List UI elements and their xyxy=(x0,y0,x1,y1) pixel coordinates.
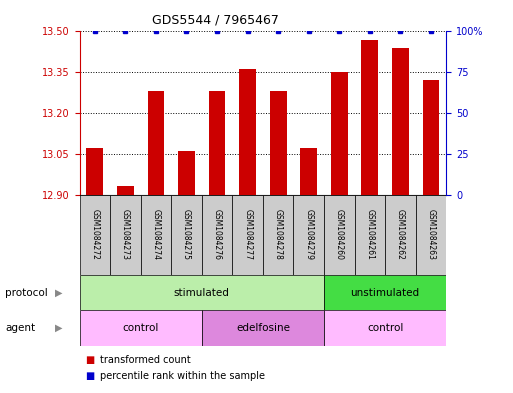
Text: GSM1084279: GSM1084279 xyxy=(304,209,313,260)
Text: control: control xyxy=(123,323,159,333)
Text: ▶: ▶ xyxy=(55,323,63,333)
Bar xyxy=(239,70,256,195)
Bar xyxy=(117,186,134,195)
Text: GSM1084276: GSM1084276 xyxy=(212,209,222,260)
Text: ■: ■ xyxy=(85,371,94,382)
Bar xyxy=(362,40,378,195)
Bar xyxy=(263,195,293,275)
Bar xyxy=(324,275,446,310)
Bar xyxy=(178,151,195,195)
Bar xyxy=(385,195,416,275)
Text: ▶: ▶ xyxy=(55,288,63,298)
Bar xyxy=(232,195,263,275)
Text: transformed count: transformed count xyxy=(100,354,191,365)
Text: control: control xyxy=(367,323,403,333)
Bar xyxy=(110,195,141,275)
Text: GSM1084273: GSM1084273 xyxy=(121,209,130,260)
Text: GDS5544 / 7965467: GDS5544 / 7965467 xyxy=(152,14,279,27)
Bar xyxy=(80,275,324,310)
Bar xyxy=(392,48,409,195)
Bar xyxy=(148,91,164,195)
Bar xyxy=(324,195,354,275)
Bar xyxy=(202,195,232,275)
Bar xyxy=(80,310,202,346)
Bar xyxy=(423,80,440,195)
Bar xyxy=(354,195,385,275)
Text: GSM1084263: GSM1084263 xyxy=(426,209,436,260)
Text: edelfosine: edelfosine xyxy=(236,323,290,333)
Bar xyxy=(300,148,317,195)
Text: percentile rank within the sample: percentile rank within the sample xyxy=(100,371,265,382)
Bar xyxy=(293,195,324,275)
Text: GSM1084272: GSM1084272 xyxy=(90,209,100,260)
Bar xyxy=(202,310,324,346)
Text: GSM1084260: GSM1084260 xyxy=(335,209,344,260)
Text: agent: agent xyxy=(5,323,35,333)
Text: unstimulated: unstimulated xyxy=(350,288,420,298)
Text: GSM1084277: GSM1084277 xyxy=(243,209,252,260)
Text: GSM1084262: GSM1084262 xyxy=(396,209,405,260)
Bar xyxy=(171,195,202,275)
Text: GSM1084275: GSM1084275 xyxy=(182,209,191,260)
Bar xyxy=(331,72,348,195)
Text: ■: ■ xyxy=(85,354,94,365)
Bar xyxy=(324,310,446,346)
Bar xyxy=(141,195,171,275)
Bar xyxy=(86,148,103,195)
Bar xyxy=(416,195,446,275)
Text: GSM1084274: GSM1084274 xyxy=(151,209,161,260)
Bar xyxy=(80,195,110,275)
Text: protocol: protocol xyxy=(5,288,48,298)
Text: GSM1084278: GSM1084278 xyxy=(274,209,283,260)
Text: stimulated: stimulated xyxy=(174,288,230,298)
Text: GSM1084261: GSM1084261 xyxy=(365,209,374,260)
Bar xyxy=(209,91,226,195)
Bar xyxy=(270,91,287,195)
